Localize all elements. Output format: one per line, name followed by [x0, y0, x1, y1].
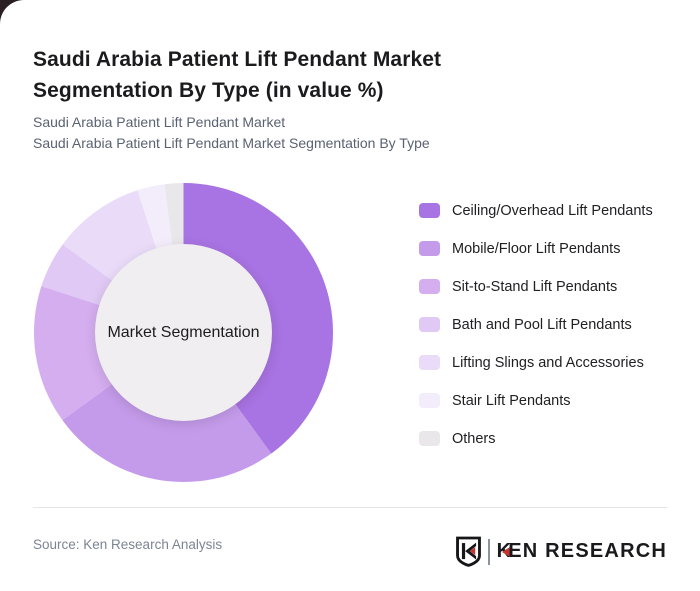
donut-chart: Market Segmentation: [34, 183, 333, 482]
brand-wordmark: K EN RESEARCH: [497, 540, 667, 563]
page-title: Saudi Arabia Patient Lift Pendant Market…: [33, 48, 442, 102]
legend-item: Stair Lift Pendants: [419, 392, 653, 409]
legend-item: Ceiling/Overhead Lift Pendants: [419, 202, 653, 219]
legend-label: Sit-to-Stand Lift Pendants: [452, 278, 618, 295]
legend-item: Others: [419, 430, 653, 447]
subtitle-line-2: Saudi Arabia Patient Lift Pendant Market…: [33, 135, 430, 152]
legend-swatch: [419, 203, 440, 218]
legend-label: Lifting Slings and Accessories: [452, 354, 644, 371]
ken-research-logo: K EN RESEARCH: [455, 536, 667, 567]
legend-label: Bath and Pool Lift Pendants: [452, 316, 632, 333]
subtitle-line-1: Saudi Arabia Patient Lift Pendant Market: [33, 114, 286, 130]
brand-name-rest: EN RESEARCH: [508, 540, 667, 562]
legend-label: Ceiling/Overhead Lift Pendants: [452, 202, 653, 219]
chart-legend: Ceiling/Overhead Lift Pendants Mobile/Flo…: [419, 203, 653, 469]
footer-divider: [33, 507, 667, 508]
legend-swatch: [419, 355, 440, 370]
brand-red-triangle-icon: [502, 547, 511, 557]
legend-swatch: [419, 279, 440, 294]
source-text: Source: Ken Research Analysis: [33, 537, 223, 552]
legend-label: Others: [452, 430, 496, 447]
legend-item: Mobile/Floor Lift Pendants: [419, 240, 653, 257]
legend-label: Mobile/Floor Lift Pendants: [452, 240, 621, 257]
legend-swatch: [419, 431, 440, 446]
ken-research-shield-icon: [455, 536, 481, 567]
legend-label: Stair Lift Pendants: [452, 392, 571, 409]
chart-subtitles: Saudi Arabia Patient Lift Pendant Market…: [33, 112, 430, 155]
logo-divider: [487, 538, 490, 565]
donut-center: Market Segmentation: [95, 244, 272, 421]
legend-swatch: [419, 317, 440, 332]
donut-center-label: Market Segmentation: [107, 323, 260, 341]
legend-swatch: [419, 241, 440, 256]
legend-item: Sit-to-Stand Lift Pendants: [419, 278, 653, 295]
legend-swatch: [419, 393, 440, 408]
legend-item: Lifting Slings and Accessories: [419, 354, 653, 371]
legend-item: Bath and Pool Lift Pendants: [419, 316, 653, 333]
